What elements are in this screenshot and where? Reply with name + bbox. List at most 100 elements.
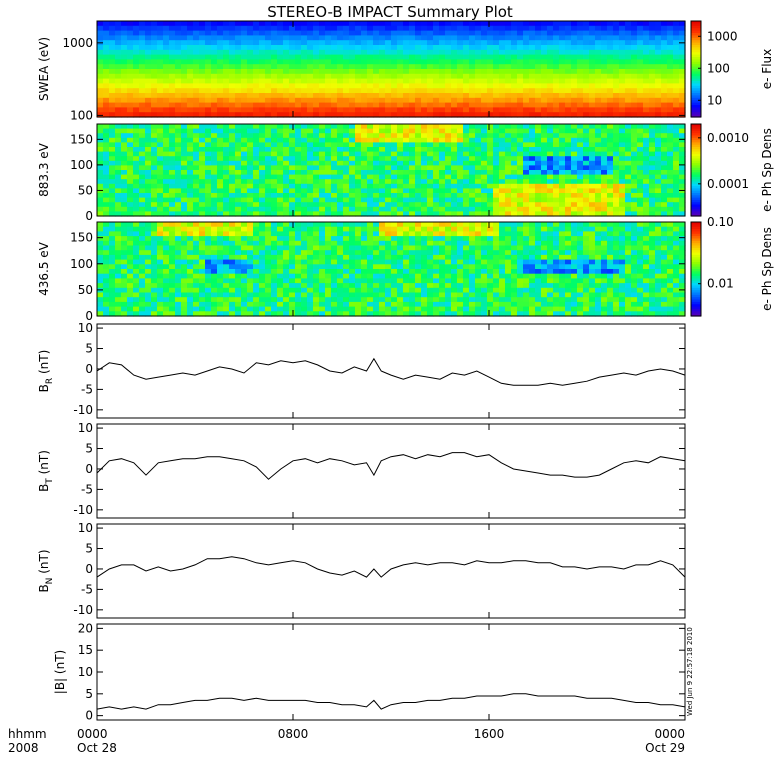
swea-cell bbox=[295, 45, 302, 51]
pa_883-cell bbox=[199, 137, 206, 143]
swea-cell bbox=[379, 107, 386, 113]
swea-cell bbox=[139, 54, 146, 60]
swea-cell bbox=[127, 45, 134, 51]
pa_883-cell bbox=[325, 147, 332, 153]
pa_883-cell bbox=[103, 142, 110, 148]
pa_883-cell bbox=[277, 124, 284, 130]
pa_436-cell bbox=[127, 297, 134, 303]
pa_436-cell bbox=[145, 301, 152, 308]
pa_883-cell bbox=[169, 165, 176, 171]
pa_436-cell bbox=[241, 240, 248, 247]
swea-cell bbox=[475, 73, 482, 80]
swea-cell bbox=[403, 102, 410, 108]
swea-cell bbox=[379, 25, 386, 32]
swea-cell bbox=[541, 69, 548, 75]
swea-cell bbox=[541, 93, 548, 99]
swea-cell bbox=[481, 21, 488, 27]
pa_436-cell bbox=[121, 245, 128, 251]
pa_436-cell bbox=[337, 245, 344, 251]
pa_883-cell bbox=[565, 174, 572, 180]
pa_883-cell bbox=[439, 147, 446, 153]
pa_883-cell bbox=[139, 147, 146, 153]
swea-cell bbox=[493, 35, 500, 41]
swea-cell bbox=[169, 69, 176, 75]
swea-cell bbox=[229, 78, 236, 84]
swea-cell bbox=[343, 49, 350, 56]
swea-cell bbox=[193, 21, 200, 27]
swea-cell bbox=[277, 25, 284, 32]
swea-cell bbox=[289, 59, 296, 65]
swea-cell bbox=[493, 54, 500, 60]
pa_883-cell bbox=[457, 183, 464, 189]
swea-cell bbox=[109, 40, 116, 46]
colorbar-step bbox=[691, 204, 701, 208]
pa_883-cell bbox=[577, 193, 584, 199]
swea-cell bbox=[109, 88, 116, 94]
pa_883-cell bbox=[403, 202, 410, 208]
pa_883-cell bbox=[373, 170, 380, 176]
swea-cell bbox=[331, 107, 338, 113]
pa_883-cell bbox=[643, 160, 650, 166]
pa_883-cell bbox=[511, 124, 518, 130]
swea-cell bbox=[391, 88, 398, 94]
pa_883-cell bbox=[163, 197, 170, 203]
pa_436-cell bbox=[241, 222, 248, 228]
pa_436-cell bbox=[157, 269, 164, 275]
swea-cell bbox=[265, 112, 272, 118]
pa_883-cell bbox=[529, 179, 536, 185]
pa_436-cell bbox=[127, 264, 134, 270]
swea-cell bbox=[493, 25, 500, 32]
swea-cell bbox=[217, 64, 224, 70]
pa_436-cell bbox=[163, 287, 170, 294]
pa_883-cell bbox=[589, 137, 596, 143]
pa_883-ylabel: 883.3 eV bbox=[37, 142, 51, 197]
pa_883-cell bbox=[451, 142, 458, 148]
swea-cell bbox=[223, 21, 230, 27]
pa_883-cell bbox=[547, 170, 554, 176]
swea-cell bbox=[355, 30, 362, 36]
pa_883-cell bbox=[265, 133, 272, 139]
swea-cell bbox=[145, 112, 152, 118]
pa_883-cell bbox=[241, 142, 248, 148]
swea-cell bbox=[265, 88, 272, 94]
colorbar-step bbox=[691, 35, 701, 39]
swea-cell bbox=[481, 107, 488, 113]
pa_883-cell bbox=[253, 128, 260, 134]
pa_883-cell bbox=[277, 193, 284, 199]
pa_883-cell bbox=[517, 206, 524, 212]
pa_883-cell bbox=[361, 128, 368, 134]
pa_883-cell bbox=[571, 156, 578, 162]
swea-cell bbox=[673, 112, 680, 118]
swea-cell bbox=[607, 30, 614, 36]
swea-cell bbox=[439, 73, 446, 80]
pa_883-cell bbox=[439, 179, 446, 185]
pa_883-cell bbox=[661, 188, 668, 194]
pa_883-cell bbox=[511, 197, 518, 203]
pa_883-cell bbox=[97, 142, 104, 148]
pa_883-cell bbox=[457, 128, 464, 134]
pa_883-cell bbox=[565, 202, 572, 208]
pa_883-cell bbox=[445, 147, 452, 153]
pa_883-cell bbox=[619, 128, 626, 134]
swea-cell bbox=[247, 25, 254, 32]
pa_883-cell bbox=[661, 151, 668, 157]
pa_883-cell bbox=[523, 211, 530, 217]
pa_883-cell bbox=[619, 202, 626, 208]
pa_883-cell bbox=[379, 179, 386, 185]
swea-cell bbox=[211, 64, 218, 70]
pa_883-cell bbox=[679, 151, 686, 157]
swea-cell bbox=[631, 25, 638, 32]
pa_436-cell bbox=[211, 245, 218, 251]
pa_436-cell bbox=[151, 306, 158, 312]
pa_883-cell bbox=[607, 206, 614, 212]
pa_883-cell bbox=[379, 197, 386, 203]
pa_883-cell bbox=[541, 151, 548, 157]
swea-cell bbox=[499, 78, 506, 84]
pa_436-cell bbox=[103, 231, 110, 237]
pa_436-cell bbox=[223, 236, 230, 242]
swea-cell bbox=[409, 54, 416, 60]
pa_883-cell bbox=[199, 165, 206, 171]
swea-cell bbox=[259, 112, 266, 118]
swea-cell bbox=[595, 64, 602, 70]
colorbar-step bbox=[691, 90, 701, 94]
